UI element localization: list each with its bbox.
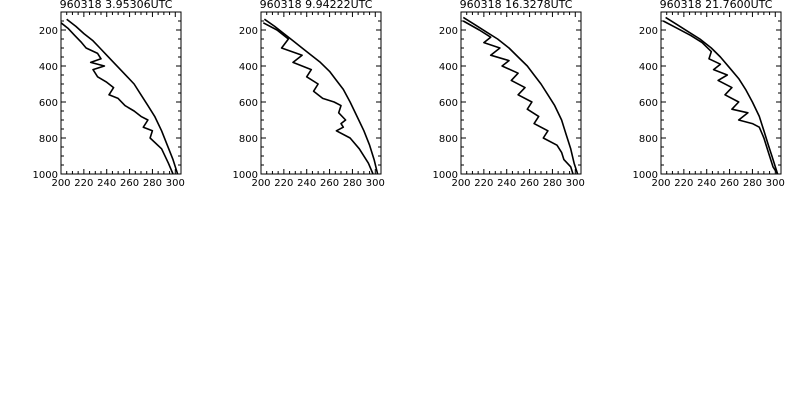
x-tick-label: 300 (766, 178, 785, 189)
dewpoint-profile-line (262, 22, 374, 174)
y-tick-label: 1000 (633, 170, 658, 181)
x-tick-label: 280 (343, 178, 362, 189)
y-tick-label: 600 (39, 98, 58, 109)
panel-title: 960318 21.7600UTC (660, 0, 773, 11)
y-tick-label: 1000 (33, 170, 58, 181)
x-tick-label: 260 (720, 178, 739, 189)
y-tick-label: 600 (439, 98, 458, 109)
y-tick-label: 200 (239, 26, 258, 37)
y-tick-label: 600 (239, 98, 258, 109)
sounding-panel-2: 960318 9.94222UTC 200 220 240 260 280 300 200 40… (233, 0, 385, 189)
panel-title: 960318 9.94222UTC (260, 0, 373, 11)
y-tick-label: 200 (639, 26, 658, 37)
x-tick-label: 220 (474, 178, 493, 189)
sounding-panel-4: 960318 21.7600UTC 200 220 240 260 280 300 200 40… (633, 0, 785, 189)
x-tick-label: 280 (543, 178, 562, 189)
temperature-profile-line (263, 18, 379, 174)
plot-frame (60, 11, 182, 175)
plot-frame (260, 11, 382, 175)
dewpoint-profile-line (61, 22, 174, 174)
y-tick-label: 400 (439, 62, 458, 73)
y-tick-label: 200 (439, 26, 458, 37)
x-tick-label: 300 (566, 178, 585, 189)
y-tick-label: 800 (439, 134, 458, 145)
x-tick-label: 200 (51, 178, 70, 189)
y-tick-label: 400 (39, 62, 58, 73)
x-tick-label: 220 (674, 178, 693, 189)
panel-title: 960318 3.95306UTC (60, 0, 173, 11)
y-tick-label: 400 (239, 62, 258, 73)
y-tick-label: 600 (639, 98, 658, 109)
temperature-profile-line (665, 16, 779, 174)
dewpoint-profile-line (462, 20, 574, 174)
panel-title: 960318 16.3278UTC (460, 0, 573, 11)
x-tick-label: 200 (451, 178, 470, 189)
x-tick-label: 200 (251, 178, 270, 189)
x-tick-label: 260 (520, 178, 539, 189)
x-tick-label: 240 (97, 178, 116, 189)
x-tick-label: 220 (74, 178, 93, 189)
sounding-panel-1: 960318 3.95306UTC 200 220 240 260 280 300 200 40… (33, 0, 185, 189)
plot-frame (660, 11, 782, 175)
plot-frame (460, 11, 582, 175)
x-tick-label: 260 (320, 178, 339, 189)
y-tick-label: 800 (639, 134, 658, 145)
x-tick-label: 200 (651, 178, 670, 189)
x-tick-label: 280 (743, 178, 762, 189)
y-tick-label: 1000 (233, 170, 258, 181)
temperature-profile-line (462, 16, 579, 174)
dewpoint-profile-line (662, 20, 779, 174)
x-tick-label: 240 (297, 178, 316, 189)
x-tick-label: 300 (166, 178, 185, 189)
x-tick-label: 240 (497, 178, 516, 189)
y-tick-label: 800 (39, 134, 58, 145)
y-tick-label: 200 (39, 26, 58, 37)
x-tick-label: 220 (274, 178, 293, 189)
y-tick-label: 1000 (433, 170, 458, 181)
y-tick-label: 400 (639, 62, 658, 73)
x-tick-label: 280 (143, 178, 162, 189)
x-tick-label: 300 (366, 178, 385, 189)
x-tick-label: 260 (120, 178, 139, 189)
sounding-panel-3: 960318 16.3278UTC 200 220 240 260 280 300 200 40… (433, 0, 585, 189)
x-tick-label: 240 (697, 178, 716, 189)
y-tick-label: 800 (239, 134, 258, 145)
temperature-profile-line (66, 18, 179, 174)
